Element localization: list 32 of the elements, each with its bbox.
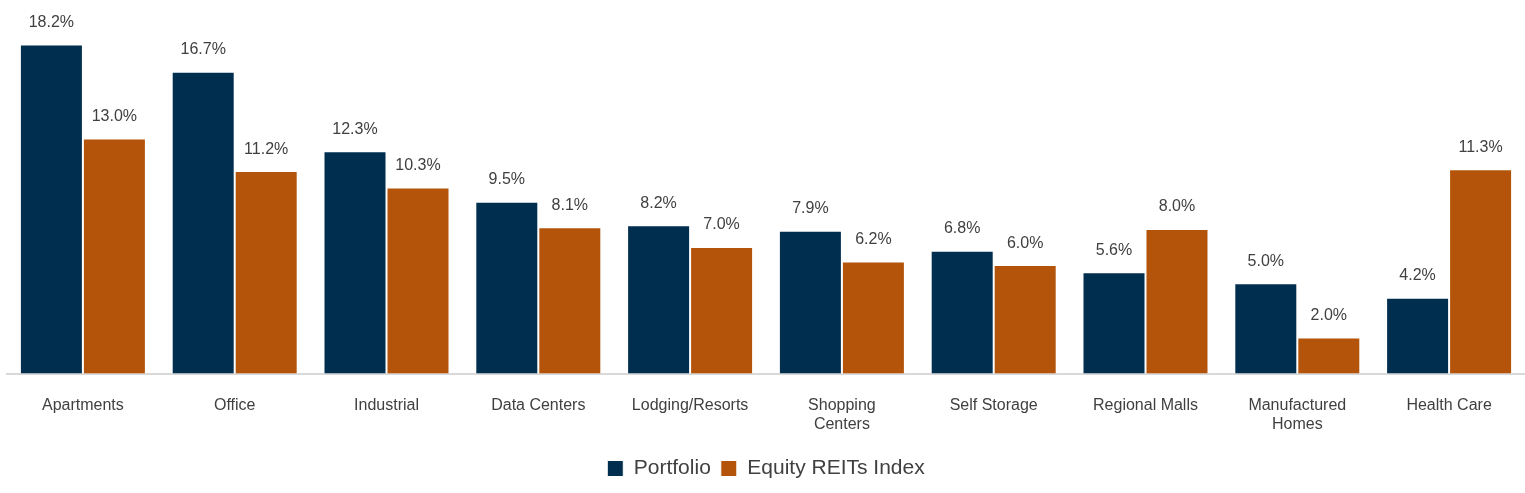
legend-label: Equity REITs Index: [747, 455, 926, 479]
data-label: 18.2%: [28, 12, 75, 30]
data-label: 9.5%: [488, 170, 526, 188]
x-tick-label: Shopping Centers: [808, 395, 876, 432]
data-label: 8.2%: [640, 193, 677, 211]
x-tick-label: Manufactured Homes: [1248, 395, 1347, 432]
data-label: 7.0%: [703, 215, 740, 233]
x-tick-label: Regional Malls: [1093, 395, 1198, 413]
data-label: 7.9%: [792, 199, 829, 217]
data-label: 11.3%: [1458, 137, 1503, 155]
data-label: 13.0%: [91, 106, 138, 124]
data-label: 10.3%: [395, 155, 441, 173]
x-tick-label: Health Care: [1406, 395, 1492, 413]
data-label: 8.0%: [1158, 197, 1196, 215]
data-label: 6.0%: [1006, 233, 1044, 251]
data-label: 6.2%: [855, 229, 892, 247]
x-tick-label: Industrial: [354, 395, 419, 413]
data-label: 5.0%: [1247, 251, 1285, 269]
legend-label: Portfolio: [633, 455, 711, 479]
data-label: 12.3%: [332, 119, 378, 137]
x-tick-label: Office: [213, 395, 256, 413]
x-tick-label: Lodging/Resorts: [631, 395, 749, 413]
data-label: 5.6%: [1095, 240, 1133, 258]
x-tick-label: Self Storage: [949, 395, 1038, 413]
data-label: 2.0%: [1310, 305, 1348, 323]
data-label: 6.8%: [943, 219, 981, 237]
data-label: 4.2%: [1399, 266, 1436, 284]
x-tick-label: Apartments: [41, 395, 124, 413]
data-label: 11.2%: [244, 139, 289, 157]
x-tick-label: Data Centers: [491, 395, 586, 413]
data-label: 16.7%: [180, 40, 226, 58]
data-label: 8.1%: [551, 195, 589, 213]
